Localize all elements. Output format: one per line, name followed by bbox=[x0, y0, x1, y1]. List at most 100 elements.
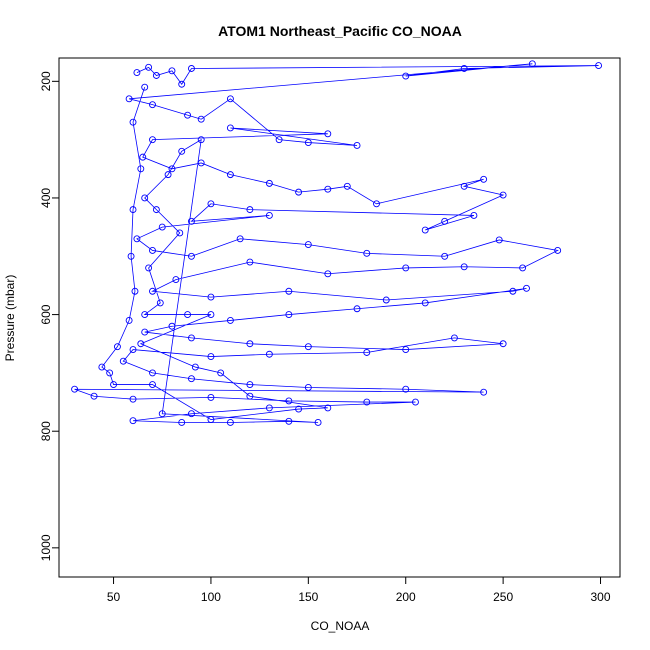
data-point bbox=[168, 67, 176, 75]
data-point bbox=[188, 410, 195, 418]
data-point bbox=[226, 419, 234, 426]
data-point bbox=[509, 287, 517, 295]
data-point bbox=[324, 404, 332, 412]
chart-title: ATOM1 Northeast_Pacific CO_NOAA bbox=[218, 23, 462, 39]
x-tick-label: 150 bbox=[298, 590, 318, 604]
data-point bbox=[285, 311, 293, 319]
data-point bbox=[295, 405, 303, 413]
data-point bbox=[178, 419, 186, 426]
data-point bbox=[184, 111, 192, 119]
x-tick-label: 50 bbox=[107, 590, 121, 604]
data-point bbox=[131, 287, 139, 295]
data-point bbox=[470, 211, 478, 219]
data-point bbox=[382, 296, 390, 304]
data-point bbox=[363, 249, 371, 257]
y-tick-label: 200 bbox=[39, 71, 53, 91]
y-tick-label: 1000 bbox=[39, 534, 53, 561]
data-point bbox=[197, 115, 205, 123]
x-tick-label: 300 bbox=[591, 590, 611, 604]
data-point bbox=[207, 293, 215, 301]
data-point bbox=[226, 124, 234, 132]
x-tick-label: 100 bbox=[201, 590, 221, 604]
data-point bbox=[519, 264, 527, 272]
data-point bbox=[137, 165, 145, 173]
data-point bbox=[207, 311, 215, 319]
data-point bbox=[402, 346, 410, 354]
data-point bbox=[226, 95, 234, 103]
data-point bbox=[129, 395, 137, 403]
data-point bbox=[129, 118, 137, 126]
y-tick-label: 400 bbox=[39, 188, 53, 208]
data-point bbox=[353, 142, 361, 149]
data-point bbox=[499, 191, 507, 199]
data-point bbox=[304, 384, 312, 391]
data-point bbox=[133, 235, 141, 243]
data-point bbox=[139, 153, 147, 161]
data-point bbox=[178, 80, 186, 88]
data-point bbox=[285, 397, 293, 405]
data-point bbox=[402, 385, 410, 393]
data-point bbox=[460, 263, 468, 271]
data-point bbox=[421, 226, 429, 234]
data-point bbox=[402, 72, 410, 80]
data-point bbox=[127, 252, 135, 260]
data-point bbox=[98, 363, 106, 371]
data-point bbox=[226, 171, 234, 179]
data-point bbox=[152, 72, 160, 79]
data-point bbox=[343, 182, 351, 190]
data-point bbox=[207, 200, 215, 208]
data-point bbox=[246, 206, 254, 214]
x-tick-label: 200 bbox=[396, 590, 416, 604]
data-point bbox=[188, 252, 195, 260]
data-point bbox=[265, 179, 273, 187]
data-point bbox=[226, 316, 234, 324]
data-point bbox=[106, 369, 114, 377]
x-tick-label: 250 bbox=[493, 590, 513, 604]
data-point bbox=[265, 211, 273, 219]
data-point bbox=[90, 392, 98, 400]
y-tick-label: 600 bbox=[39, 304, 53, 324]
data-point bbox=[353, 305, 361, 313]
data-point bbox=[295, 188, 303, 196]
data-point bbox=[480, 388, 488, 396]
data-point bbox=[176, 229, 184, 237]
data-point bbox=[285, 417, 293, 425]
data-point bbox=[207, 353, 215, 361]
data-point bbox=[149, 246, 156, 254]
data-point bbox=[421, 299, 429, 307]
data-point bbox=[152, 206, 160, 214]
data-point bbox=[460, 182, 468, 190]
data-point bbox=[141, 328, 149, 336]
data-point bbox=[441, 252, 449, 260]
series-line bbox=[74, 63, 599, 423]
data-point bbox=[141, 194, 149, 202]
data-point bbox=[314, 419, 322, 426]
data-point bbox=[324, 130, 332, 138]
data-point bbox=[158, 410, 166, 418]
data-point bbox=[324, 185, 332, 193]
data-point bbox=[236, 235, 244, 243]
data-point bbox=[145, 63, 153, 71]
data-point bbox=[129, 206, 137, 214]
data-point bbox=[125, 316, 133, 324]
data-point bbox=[412, 398, 419, 406]
data-point bbox=[168, 322, 176, 330]
plot-area-frame bbox=[58, 57, 621, 578]
data-point bbox=[480, 175, 488, 183]
data-point bbox=[188, 375, 195, 383]
data-point bbox=[125, 95, 133, 103]
data-point bbox=[71, 385, 79, 393]
y-axis: 200 400 600 800 1000 bbox=[39, 71, 59, 561]
data-point bbox=[141, 311, 149, 319]
data-point bbox=[450, 334, 458, 342]
data-point bbox=[145, 264, 153, 272]
data-point bbox=[363, 349, 371, 356]
data-point bbox=[188, 334, 195, 342]
data-point bbox=[184, 311, 192, 319]
data-point bbox=[217, 369, 225, 377]
data-point bbox=[499, 340, 507, 348]
data-point bbox=[304, 139, 312, 147]
y-tick-label: 800 bbox=[39, 421, 53, 441]
data-point bbox=[172, 276, 180, 284]
